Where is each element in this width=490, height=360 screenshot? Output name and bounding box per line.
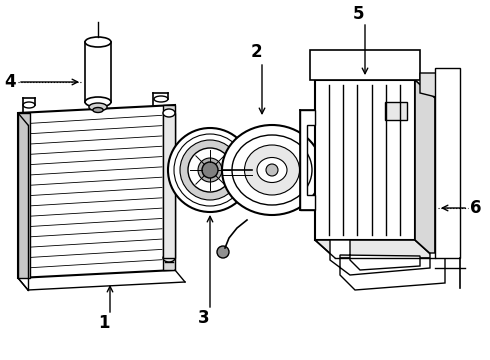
Polygon shape xyxy=(435,68,460,258)
Circle shape xyxy=(180,140,240,200)
Text: 3: 3 xyxy=(198,309,210,327)
Text: 4: 4 xyxy=(4,73,16,91)
Circle shape xyxy=(202,162,218,178)
Polygon shape xyxy=(18,113,30,278)
Ellipse shape xyxy=(222,125,322,215)
Polygon shape xyxy=(163,105,175,270)
Polygon shape xyxy=(18,105,175,278)
Ellipse shape xyxy=(154,96,168,102)
Text: 6: 6 xyxy=(470,199,482,217)
Circle shape xyxy=(188,148,232,192)
Ellipse shape xyxy=(257,158,287,183)
Polygon shape xyxy=(315,80,415,240)
Polygon shape xyxy=(415,80,435,258)
Bar xyxy=(163,113,175,258)
Polygon shape xyxy=(420,73,440,98)
Ellipse shape xyxy=(163,109,175,117)
Ellipse shape xyxy=(163,254,175,262)
Ellipse shape xyxy=(232,135,312,205)
Ellipse shape xyxy=(93,108,103,112)
Text: 5: 5 xyxy=(353,5,365,23)
Ellipse shape xyxy=(89,103,107,111)
Text: 2: 2 xyxy=(250,43,262,61)
Circle shape xyxy=(168,128,252,212)
Polygon shape xyxy=(300,110,315,210)
Polygon shape xyxy=(330,240,445,290)
Ellipse shape xyxy=(23,102,35,108)
Text: 1: 1 xyxy=(98,314,110,332)
Ellipse shape xyxy=(85,97,111,107)
Polygon shape xyxy=(310,50,420,80)
Circle shape xyxy=(266,164,278,176)
Bar xyxy=(385,102,407,120)
Ellipse shape xyxy=(85,37,111,47)
Circle shape xyxy=(198,158,222,182)
Ellipse shape xyxy=(245,145,299,195)
Polygon shape xyxy=(315,240,435,258)
Bar xyxy=(85,42,111,102)
Circle shape xyxy=(174,134,246,206)
Circle shape xyxy=(217,246,229,258)
